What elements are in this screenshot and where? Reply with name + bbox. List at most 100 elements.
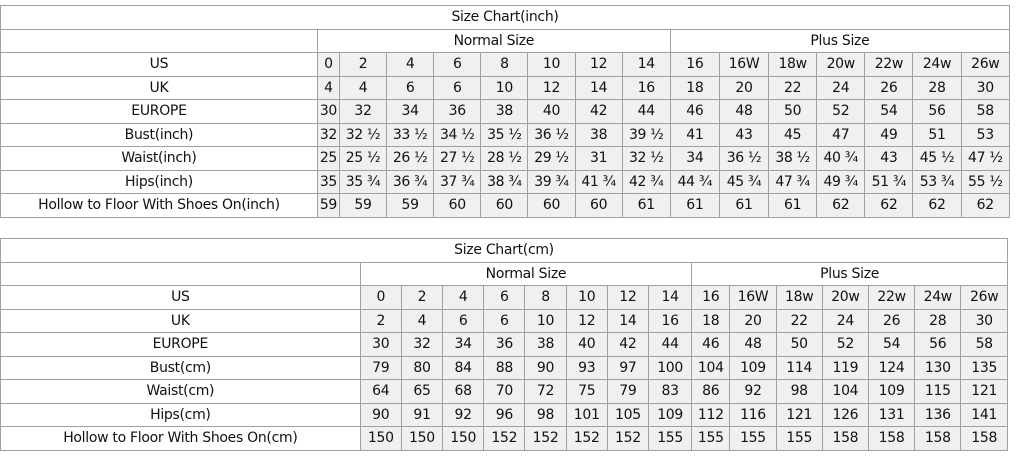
table-row: Waist(cm) 64 65 68 70 72 75 79 83 86 92 98 104 109 115… (0, 379, 1008, 404)
table-cell: 51 ¾ (864, 169, 914, 194)
table-cell: 22w (864, 52, 914, 77)
table-cell: 16W (718, 52, 770, 77)
table-cell: 4 (316, 75, 340, 100)
table-cell: 155 (647, 426, 693, 451)
table-row: Bust(inch) 32 32 ½ 33 ½ 34 ½ 35 ½ 36 ½ 38 39 ½ 41… (0, 122, 1011, 147)
table-cell: 100 (647, 355, 693, 380)
table-cell: 61 (621, 193, 671, 218)
table-cell: 35 ¾ (338, 169, 388, 194)
table-cell: 91 (400, 402, 444, 427)
table-cell: 37 ¾ (433, 169, 482, 194)
table-cell: 150 (359, 426, 402, 451)
table-cell: 18w (775, 285, 823, 310)
title-row: Size Chart(cm) (0, 238, 1008, 263)
table-cell: 14 (647, 285, 693, 310)
table-cell: 96 (483, 402, 526, 427)
table-cell: 6 (483, 308, 526, 333)
table-cell: 60 (574, 193, 623, 218)
table-cell: 18w (768, 52, 818, 77)
table-cell: 4 (442, 285, 485, 310)
table-cell: 16 (669, 52, 720, 77)
title-row: Size Chart(inch) (0, 5, 1010, 30)
table-cell: 45 ½ (912, 146, 962, 171)
table-cell: 62 (864, 193, 914, 218)
table-cell: 16W (729, 285, 777, 310)
table-row: Hips(cm) 90 91 92 96 98 101 105 109 112 116 121 126 1… (0, 402, 1008, 427)
row-label: Hips(inch) (0, 169, 318, 194)
table-cell: 25 ½ (338, 146, 388, 171)
row-label: Waist(cm) (0, 379, 361, 404)
table-cell: 80 (400, 355, 444, 380)
table-cell: 10 (524, 308, 567, 333)
table-cell: 93 (565, 355, 608, 380)
table-cell: 155 (729, 426, 777, 451)
table-cell: 116 (729, 402, 777, 427)
table-cell: 24w (914, 285, 962, 310)
table-cell: 26w (960, 285, 1008, 310)
row-label: Hollow to Floor With Shoes On(cm) (0, 426, 361, 451)
table-cell: 20w (816, 52, 866, 77)
group-normal-size: Normal Size (359, 261, 693, 286)
table-cell: 62 (960, 193, 1011, 218)
table-cell: 10 (480, 75, 529, 100)
table-cell: 60 (480, 193, 529, 218)
table-cell: 26 (864, 75, 914, 100)
table-cell: 150 (442, 426, 485, 451)
table-cell: 150 (400, 426, 444, 451)
table-cell: 30 (960, 75, 1011, 100)
size-chart-cm-table: Size Chart(cm) Normal Size Plus Size US 0 2 4 6… (0, 238, 1008, 451)
table-cell: 50 (775, 332, 823, 357)
table-cell: 155 (775, 426, 823, 451)
table-cell: 88 (483, 355, 526, 380)
row-label: EUROPE (0, 332, 361, 357)
table-cell: 10 (565, 285, 608, 310)
table-cell: 38 (480, 99, 529, 124)
table-cell: 34 (442, 332, 485, 357)
table-cell: 32 ½ (621, 146, 671, 171)
table-cell: 40 (565, 332, 608, 357)
table-cell: 18 (691, 308, 731, 333)
table-cell: 8 (480, 52, 529, 77)
table-cell: 98 (524, 402, 567, 427)
table-cell: 30 (359, 332, 402, 357)
table-cell: 45 (768, 122, 818, 147)
table-row: UK 2 4 6 6 10 12 14 16 18 20 22 24 26 28 30 (0, 308, 1008, 333)
table-cell: 109 (867, 379, 916, 404)
table-cell: 34 (669, 146, 720, 171)
table-cell: 20 (729, 308, 777, 333)
table-cell: 46 (669, 99, 720, 124)
table-cell: 101 (565, 402, 608, 427)
table-cell: 32 (400, 332, 444, 357)
table-cell: 50 (768, 99, 818, 124)
table-cell: 61 (669, 193, 720, 218)
group-plus-size: Plus Size (691, 261, 1008, 286)
table-cell: 38 ½ (768, 146, 818, 171)
blank-cell (0, 28, 318, 53)
table-cell: 56 (914, 332, 962, 357)
table-cell: 39 ¾ (527, 169, 576, 194)
table-cell: 158 (867, 426, 916, 451)
size-chart-cm-body: Size Chart(cm) Normal Size Plus Size US 0 2 4 6… (0, 238, 1008, 451)
table-cell: 152 (565, 426, 608, 451)
table-cell: 158 (821, 426, 869, 451)
table-cell: 75 (565, 379, 608, 404)
table-cell: 158 (960, 426, 1008, 451)
table-cell: 29 ½ (527, 146, 576, 171)
table-cell: 59 (316, 193, 340, 218)
table-cell: 14 (621, 52, 671, 77)
table-cell: 35 ½ (480, 122, 529, 147)
table-cell: 27 ½ (433, 146, 482, 171)
table-cell: 26 ½ (386, 146, 435, 171)
table-cell: 56 (912, 99, 962, 124)
table-cell: 53 (960, 122, 1011, 147)
chart-title: Size Chart(cm) (0, 238, 1008, 263)
row-label: Hollow to Floor With Shoes On(inch) (0, 193, 318, 218)
table-cell: 33 ½ (386, 122, 435, 147)
table-cell: 90 (359, 402, 402, 427)
table-cell: 25 (316, 146, 340, 171)
table-row: Hips(inch) 35 35 ¾ 36 ¾ 37 ¾ 38 ¾ 39 ¾ 41 ¾ 42 ¾… (0, 169, 1011, 194)
table-row: Hollow to Floor With Shoes On(inch) 59 59 5… (0, 193, 1011, 218)
table-cell: 36 (433, 99, 482, 124)
table-cell: 24 (821, 308, 869, 333)
group-row: Normal Size Plus Size (0, 261, 1008, 286)
